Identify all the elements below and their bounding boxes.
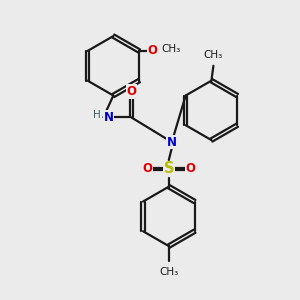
Text: S: S [164,161,174,176]
Text: N: N [103,111,113,124]
Text: CH₃: CH₃ [159,267,178,277]
Text: CH₃: CH₃ [204,50,223,60]
Text: H: H [93,110,101,120]
Text: CH₃: CH₃ [161,44,180,54]
Text: O: O [142,162,152,175]
Text: O: O [148,44,158,57]
Text: O: O [126,85,136,98]
Text: O: O [186,162,196,175]
Text: N: N [167,136,177,148]
